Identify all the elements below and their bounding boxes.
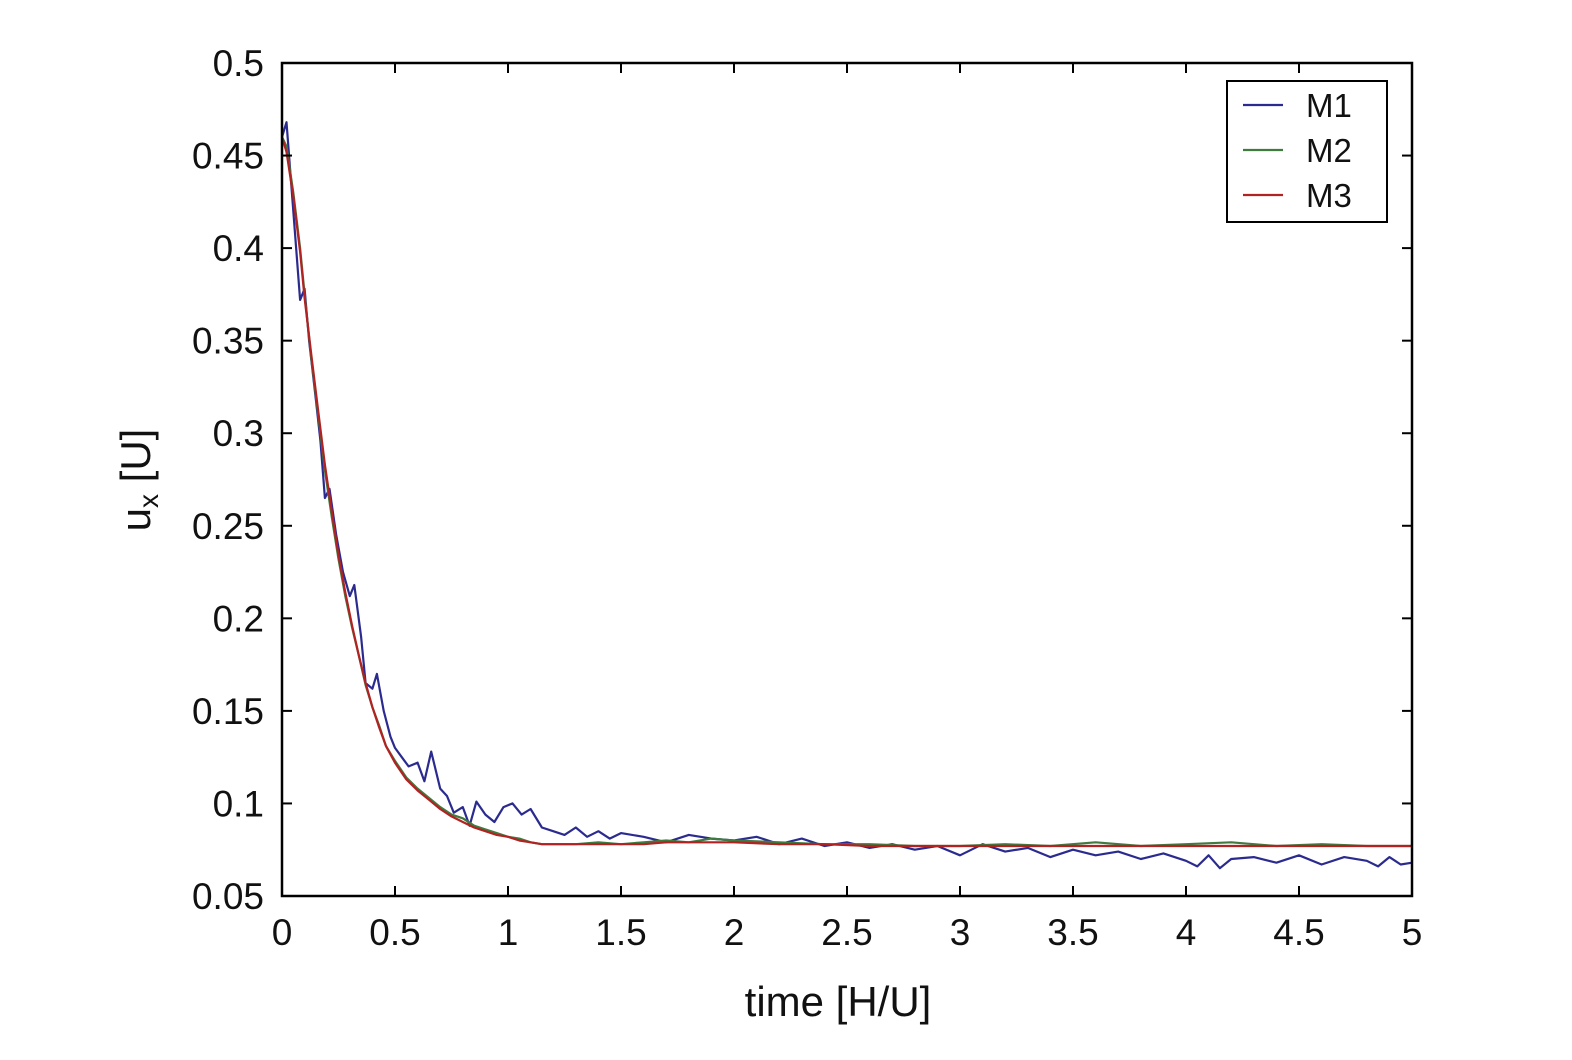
y-axis-label-unit: [U] — [112, 429, 159, 483]
legend-label-m2: M2 — [1306, 132, 1352, 169]
y-axis-label: ux [U] — [112, 429, 164, 532]
x-tick-label: 2 — [724, 912, 745, 953]
legend: M1 M2 M3 — [1226, 80, 1388, 223]
x-tick-label: 3.5 — [1047, 912, 1098, 953]
y-tick-label: 0.5 — [213, 43, 264, 84]
x-tick-label: 4 — [1176, 912, 1197, 953]
x-tick-label: 2.5 — [821, 912, 872, 953]
y-tick-label: 0.4 — [213, 228, 264, 269]
y-tick-label: 0.3 — [213, 413, 264, 454]
x-tick-label: 1.5 — [595, 912, 646, 953]
y-tick-label: 0.15 — [192, 691, 264, 732]
y-axis-label-main: u — [112, 508, 159, 531]
x-tick-label: 4.5 — [1273, 912, 1324, 953]
x-tick-label: 3 — [950, 912, 971, 953]
y-tick-label: 0.2 — [213, 598, 264, 639]
x-tick-label: 1 — [498, 912, 519, 953]
y-tick-label: 0.35 — [192, 321, 264, 362]
y-tick-label: 0.05 — [192, 876, 264, 917]
ticks-layer: 0 0.5 1 1.5 2 2.5 3 3.5 4 4.5 5 0.05 0.1 0.15 0.2 0.25 0… — [192, 43, 1422, 953]
legend-entries: M1 M2 M3 — [1243, 87, 1352, 214]
series-line-m1 — [280, 121, 1413, 870]
y-tick-label: 0.1 — [213, 783, 264, 824]
x-tick-label: 0.5 — [369, 912, 420, 953]
legend-label-m1: M1 — [1306, 87, 1352, 124]
series-layer — [280, 121, 1413, 870]
y-tick-label: 0.45 — [192, 136, 264, 177]
y-axis-label-sub: x — [133, 494, 164, 508]
x-tick-label: 0 — [272, 912, 293, 953]
svg-text:ux [U]: ux [U] — [112, 429, 164, 532]
y-axis-label-space — [112, 482, 159, 494]
y-tick-label: 0.25 — [192, 506, 264, 547]
plot-frame — [280, 61, 1414, 898]
x-axis-label: time [H/U] — [745, 978, 932, 1025]
x-tick-label: 5 — [1402, 912, 1423, 953]
legend-label-m3: M3 — [1306, 177, 1352, 214]
series-line-m2 — [281, 136, 1412, 848]
series-line-m3 — [280, 136, 1412, 848]
